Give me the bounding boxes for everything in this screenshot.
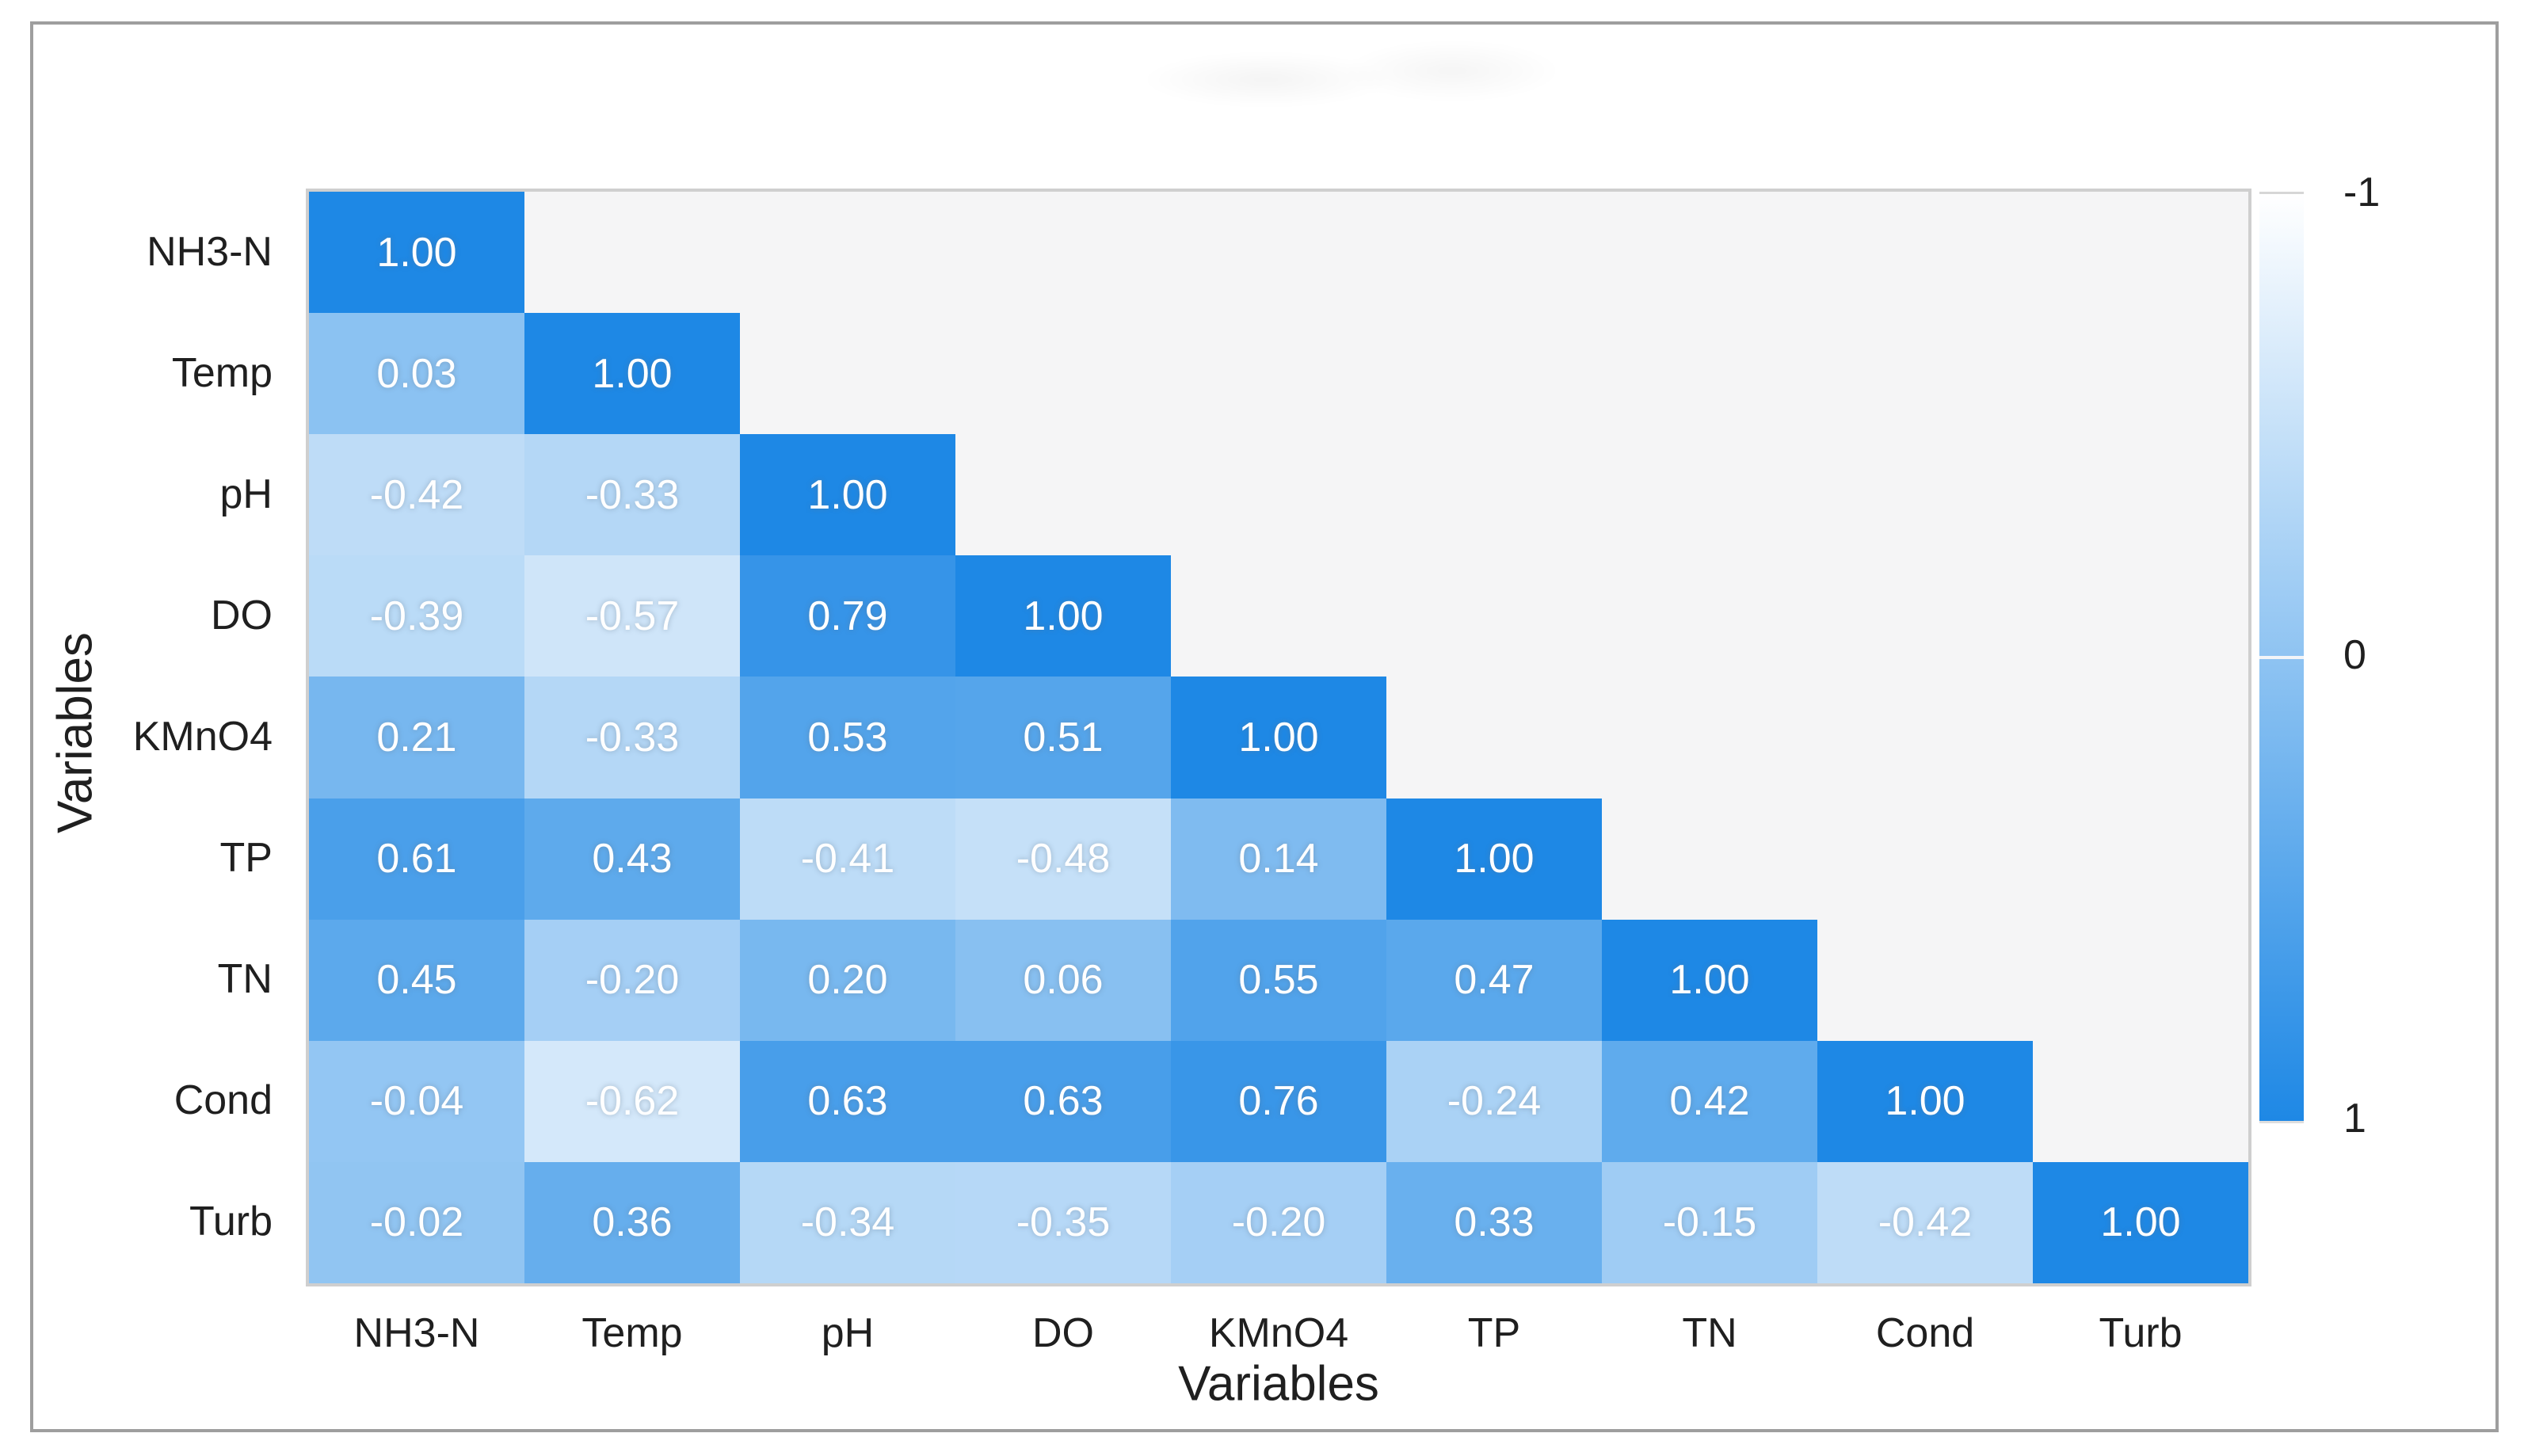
heatmap-cell-Temp-NH3-N: 0.03	[309, 313, 524, 435]
heatmap-cell-TN-TP: 0.47	[1386, 919, 1602, 1041]
x-tick-label-pH: pH	[821, 1310, 875, 1356]
heatmap-cell-Cond-TN: 0.42	[1602, 1040, 1817, 1162]
x-axis-title: Variables	[1178, 1356, 1379, 1412]
heatmap-cell-Cond-pH: 0.63	[740, 1040, 955, 1162]
colorbar-tick-0: 0	[2343, 632, 2366, 678]
heatmap-cell-TN-pH: 0.20	[740, 919, 955, 1041]
y-tick-label-DO: DO	[211, 592, 273, 638]
x-tick-label-TP: TP	[1467, 1310, 1521, 1356]
colorbar	[2259, 192, 2304, 1123]
heatmap-cell-Cond-Cond: 1.00	[1817, 1040, 2033, 1162]
heatmap-cell-NH3-N-NH3-N: 1.00	[309, 192, 524, 314]
heatmap-cell-Turb-Cond: -0.42	[1817, 1161, 2033, 1283]
x-tick-label-Cond: Cond	[1875, 1310, 1975, 1356]
heatmap-cell-KMnO4-NH3-N: 0.21	[309, 677, 524, 799]
heatmap-cell-Turb-TN: -0.15	[1602, 1161, 1817, 1283]
heatmap-cell-DO-pH: 0.79	[740, 555, 955, 677]
heatmap-plot-area: 1.00 0.03 1.00 -0.42 -0.33 1.00 -0.39 -0.57 0.79…	[309, 192, 2248, 1283]
heatmap-cell-DO-Temp: -0.57	[524, 555, 740, 677]
heatmap-cell-Cond-NH3-N: -0.04	[309, 1040, 524, 1162]
heatmap-cell-TN-KMnO4: 0.55	[1171, 919, 1386, 1041]
heatmap-cell-Turb-NH3-N: -0.02	[309, 1161, 524, 1283]
heatmap-cell-DO-DO: 1.00	[955, 555, 1171, 677]
x-tick-label-Turb: Turb	[2099, 1310, 2183, 1356]
y-tick-label-TP: TP	[219, 834, 273, 881]
x-tick-label-DO: DO	[1032, 1310, 1094, 1356]
heatmap-cell-KMnO4-Temp: -0.33	[524, 677, 740, 799]
y-tick-label-KMnO4: KMnO4	[132, 713, 273, 760]
heatmap-cell-TP-Temp: 0.43	[524, 798, 740, 920]
heatmap-cell-Turb-DO: -0.35	[955, 1161, 1171, 1283]
heatmap-cell-Turb-Temp: 0.36	[524, 1161, 740, 1283]
heatmap-cell-Turb-Turb: 1.00	[2033, 1161, 2248, 1283]
y-tick-label-pH: pH	[219, 471, 273, 517]
heatmap-cell-pH-pH: 1.00	[740, 434, 955, 556]
heatmap-cell-TP-KMnO4: 0.14	[1171, 798, 1386, 920]
y-tick-label-Temp: Temp	[171, 349, 273, 396]
heatmap-cell-DO-NH3-N: -0.39	[309, 555, 524, 677]
watermark-smudge	[1133, 32, 1577, 119]
heatmap-cell-Turb-pH: -0.34	[740, 1161, 955, 1283]
heatmap-cell-Cond-TP: -0.24	[1386, 1040, 1602, 1162]
colorbar-tick-1: 1	[2343, 1096, 2366, 1142]
x-tick-label-KMnO4: KMnO4	[1208, 1310, 1349, 1356]
heatmap-cell-TN-Temp: -0.20	[524, 919, 740, 1041]
colorbar-zero-line	[2259, 656, 2304, 659]
colorbar-tick-minus-1: -1	[2343, 170, 2381, 215]
heatmap-cell-TP-NH3-N: 0.61	[309, 798, 524, 920]
heatmap-cell-Temp-Temp: 1.00	[524, 313, 740, 435]
heatmap-cell-TN-DO: 0.06	[955, 919, 1171, 1041]
heatmap-cell-Cond-Temp: -0.62	[524, 1040, 740, 1162]
heatmap-cell-KMnO4-KMnO4: 1.00	[1171, 677, 1386, 799]
heatmap-cell-TP-pH: -0.41	[740, 798, 955, 920]
heatmap-cell-TN-NH3-N: 0.45	[309, 919, 524, 1041]
y-tick-label-Turb: Turb	[189, 1199, 273, 1245]
heatmap-cell-TP-TP: 1.00	[1386, 798, 1602, 920]
heatmap-cell-Cond-KMnO4: 0.76	[1171, 1040, 1386, 1162]
heatmap-cell-KMnO4-DO: 0.51	[955, 677, 1171, 799]
heatmap-cell-Turb-KMnO4: -0.20	[1171, 1161, 1386, 1283]
y-tick-label-Cond: Cond	[173, 1077, 273, 1124]
heatmap-cell-TP-DO: -0.48	[955, 798, 1171, 920]
y-tick-label-NH3-N: NH3-N	[147, 228, 273, 275]
y-tick-label-TN: TN	[217, 956, 273, 1003]
heatmap-cell-Turb-TP: 0.33	[1386, 1161, 1602, 1283]
heatmap-cell-TN-TN: 1.00	[1602, 919, 1817, 1041]
heatmap-cell-pH-Temp: -0.33	[524, 434, 740, 556]
x-tick-label-TN: TN	[1682, 1310, 1737, 1356]
x-tick-label-Temp: Temp	[581, 1310, 683, 1356]
heatmap-cell-KMnO4-pH: 0.53	[740, 677, 955, 799]
heatmap-cell-Cond-DO: 0.63	[955, 1040, 1171, 1162]
heatmap-cell-pH-NH3-N: -0.42	[309, 434, 524, 556]
x-tick-label-NH3-N: NH3-N	[353, 1310, 480, 1356]
